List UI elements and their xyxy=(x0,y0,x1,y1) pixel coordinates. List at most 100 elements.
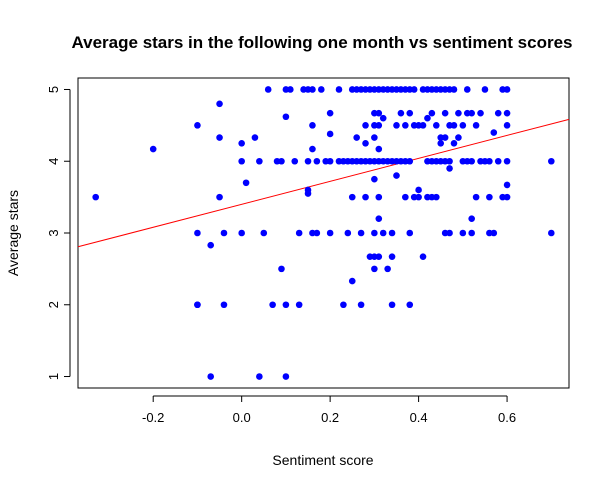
y-tick-label: 5 xyxy=(46,86,61,93)
y-tick-label: 3 xyxy=(46,229,61,236)
data-point xyxy=(238,157,245,165)
data-point xyxy=(216,193,223,201)
x-tick-label: -0.2 xyxy=(142,410,164,425)
data-point xyxy=(357,301,365,309)
data-point xyxy=(406,109,414,117)
data-point xyxy=(406,301,414,309)
data-point xyxy=(437,140,445,147)
data-point xyxy=(291,157,299,165)
data-point xyxy=(256,157,263,165)
y-tick-label: 1 xyxy=(46,373,61,380)
data-point xyxy=(419,122,427,129)
data-point xyxy=(548,229,555,237)
data-point xyxy=(371,265,378,273)
data-point xyxy=(503,122,511,129)
data-point xyxy=(375,145,383,153)
data-point xyxy=(287,86,294,93)
data-point xyxy=(304,190,312,197)
points-layer xyxy=(92,86,555,380)
data-point xyxy=(295,229,303,237)
data-point xyxy=(362,193,369,201)
data-point xyxy=(362,140,369,147)
regression-line xyxy=(77,118,570,248)
data-point xyxy=(379,229,387,237)
data-point xyxy=(503,109,511,117)
data-point xyxy=(379,114,387,122)
data-point xyxy=(450,86,458,93)
data-point xyxy=(375,122,383,129)
data-point xyxy=(371,134,378,141)
y-tick-label: 2 xyxy=(46,301,61,308)
data-point xyxy=(344,229,352,237)
data-point xyxy=(348,193,356,201)
data-point xyxy=(388,229,396,237)
data-point xyxy=(455,134,462,141)
data-point xyxy=(459,122,467,129)
x-tick-label: 0.6 xyxy=(498,410,516,425)
data-point xyxy=(446,157,453,165)
data-point xyxy=(388,301,396,309)
data-point xyxy=(450,140,458,147)
data-point xyxy=(216,100,223,108)
data-point xyxy=(393,172,400,179)
data-point xyxy=(149,145,157,153)
x-axis: -0.2 0.0 0.2 0.4 0.6 xyxy=(142,395,516,425)
data-point xyxy=(375,193,383,201)
data-point xyxy=(309,86,316,93)
data-point xyxy=(432,193,440,201)
y-axis: 1 2 3 4 5 xyxy=(46,86,71,380)
data-point xyxy=(238,140,245,147)
data-point xyxy=(481,86,489,93)
chart-title: Average stars in the following one month… xyxy=(72,33,573,52)
data-point xyxy=(472,193,480,201)
data-point xyxy=(384,265,391,273)
data-point xyxy=(304,157,312,165)
data-point xyxy=(326,229,334,237)
data-point xyxy=(282,373,290,380)
data-point xyxy=(388,253,396,260)
data-point xyxy=(362,122,369,129)
data-point xyxy=(406,157,414,165)
data-point xyxy=(357,229,365,237)
data-point xyxy=(397,109,405,117)
data-point xyxy=(375,215,383,222)
data-point xyxy=(353,134,360,141)
data-point xyxy=(269,301,276,309)
data-point xyxy=(468,157,475,165)
data-point xyxy=(207,241,215,249)
data-point xyxy=(446,229,453,237)
data-point xyxy=(375,109,383,117)
plot-frame xyxy=(77,77,570,389)
data-point xyxy=(459,229,467,237)
data-point xyxy=(472,122,480,129)
data-point xyxy=(490,229,498,237)
data-point xyxy=(548,157,555,165)
data-point xyxy=(402,122,409,129)
data-point xyxy=(441,134,449,141)
data-point xyxy=(468,229,475,237)
data-point xyxy=(419,253,427,260)
data-point xyxy=(477,109,484,117)
data-point xyxy=(441,109,449,117)
data-point xyxy=(446,165,453,172)
data-point xyxy=(216,134,223,141)
data-point xyxy=(309,145,316,153)
data-point xyxy=(375,253,383,260)
data-point xyxy=(371,229,378,237)
data-point xyxy=(313,157,321,165)
data-point xyxy=(340,301,347,309)
data-point xyxy=(92,193,99,201)
data-point xyxy=(207,373,215,380)
data-point xyxy=(494,109,502,117)
data-point xyxy=(486,157,493,165)
data-point xyxy=(503,193,511,201)
data-point xyxy=(468,215,475,222)
data-point xyxy=(410,86,418,93)
data-point xyxy=(335,86,343,93)
data-point xyxy=(415,193,422,201)
data-point xyxy=(220,301,228,309)
data-point xyxy=(490,129,498,136)
data-point xyxy=(455,109,462,117)
data-point xyxy=(402,193,409,201)
